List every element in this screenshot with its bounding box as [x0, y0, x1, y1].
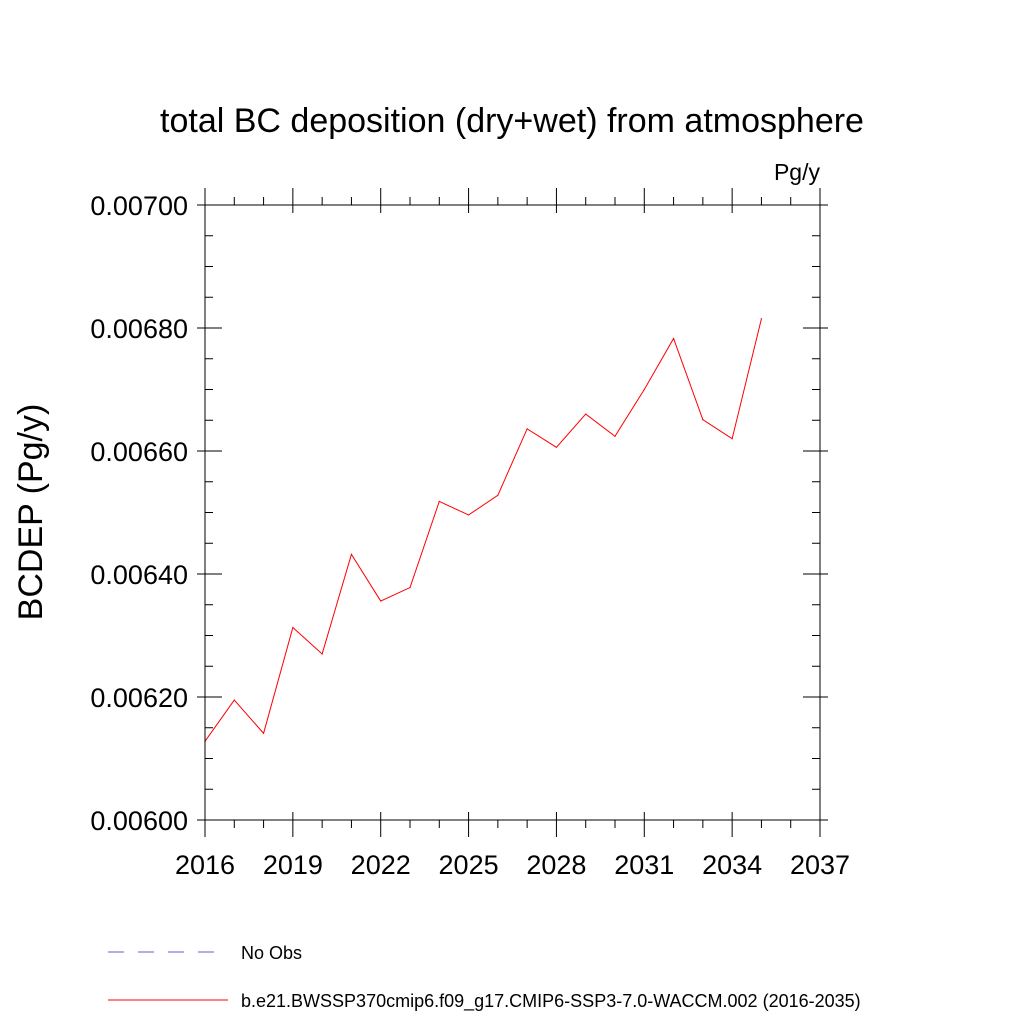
data-point	[292, 626, 294, 629]
y-tick-label: 0.00680	[90, 314, 188, 344]
x-tick-label: 2019	[263, 850, 323, 880]
y-tick-label: 0.00620	[90, 683, 188, 713]
x-tick-label: 2031	[614, 850, 674, 880]
data-point	[555, 446, 558, 448]
data-point	[643, 388, 645, 391]
y-axis-label: BCDEP (Pg/y)	[12, 404, 50, 621]
legend-label-model-run: b.e21.BWSSP370cmip6.f09_g17.CMIP6-SSP3-7…	[241, 991, 861, 1012]
units-label: Pg/y	[774, 159, 821, 185]
data-point	[760, 318, 763, 320]
data-point	[497, 494, 499, 496]
data-point	[731, 438, 733, 440]
chart-title: total BC deposition (dry+wet) from atmos…	[160, 102, 864, 140]
x-tick-label: 2025	[439, 850, 499, 880]
data-point	[526, 428, 528, 430]
data-point	[380, 600, 382, 602]
data-point	[672, 337, 675, 340]
data-point	[438, 500, 440, 503]
data-point	[467, 514, 470, 516]
y-tick-label: 0.00600	[90, 806, 188, 836]
legend: No Obs b.e21.BWSSP370cmip6.f09_g17.CMIP6…	[108, 943, 861, 1012]
x-tick-label: 2022	[351, 850, 411, 880]
data-point	[702, 419, 704, 421]
x-tick-label: 2034	[702, 850, 762, 880]
x-axis-tick-labels: 2016 2019 2022 2025 2028 2031 2034 2037	[175, 850, 850, 880]
x-tick-label: 2028	[526, 850, 586, 880]
data-point	[585, 413, 587, 415]
y-axis-ticks	[197, 204, 828, 821]
data-series	[204, 318, 763, 742]
data-point	[614, 435, 616, 437]
data-point	[262, 732, 265, 734]
plot-frame	[204, 204, 821, 821]
legend-label-no-obs: No Obs	[241, 943, 302, 963]
y-tick-label: 0.00700	[90, 191, 188, 221]
data-point	[321, 653, 323, 655]
data-point	[233, 699, 235, 701]
x-axis-ticks	[204, 188, 821, 837]
y-axis-tick-labels: 0.00600 0.00620 0.00640 0.00660 0.00680 0.007…	[90, 191, 188, 836]
y-tick-label: 0.00660	[90, 437, 188, 467]
x-tick-label: 2016	[175, 850, 235, 880]
data-point	[409, 586, 411, 589]
x-tick-label: 2037	[790, 850, 850, 880]
y-tick-label: 0.00640	[90, 560, 188, 590]
series-line	[204, 318, 762, 742]
data-point	[350, 553, 353, 555]
